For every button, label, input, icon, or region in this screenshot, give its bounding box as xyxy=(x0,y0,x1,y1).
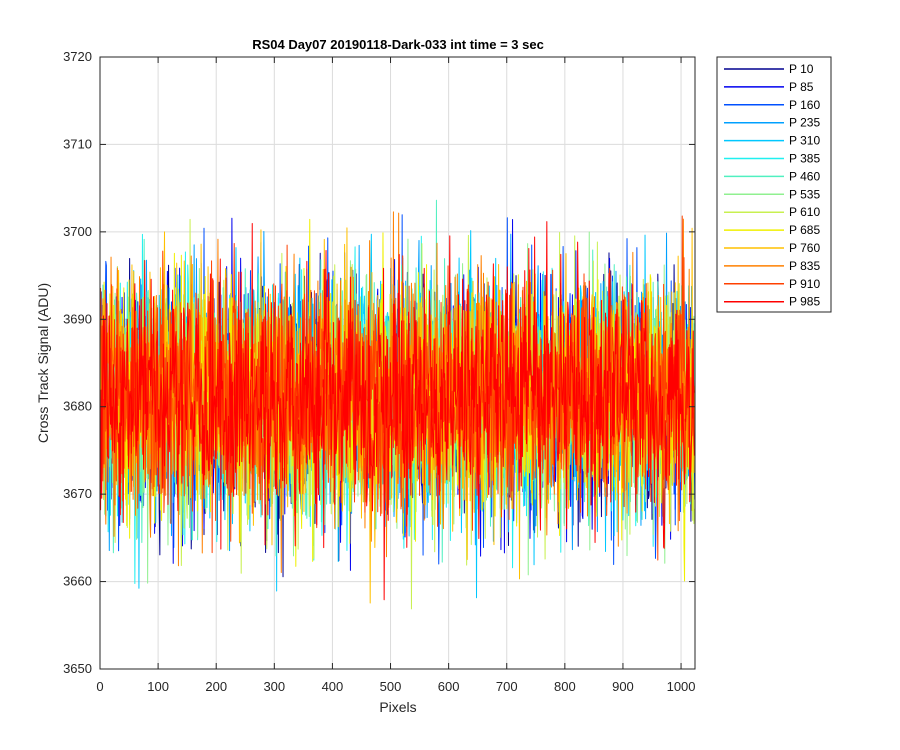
legend-entry-label: P 760 xyxy=(789,241,820,255)
x-tick-label: 500 xyxy=(380,679,402,694)
x-tick-label: 300 xyxy=(263,679,285,694)
x-tick-label: 0 xyxy=(96,679,103,694)
legend-entry-label: P 310 xyxy=(789,134,820,148)
legend-entry-label: P 10 xyxy=(789,62,814,76)
x-tick-label: 200 xyxy=(205,679,227,694)
y-tick-label: 3680 xyxy=(63,399,92,414)
x-tick-label: 900 xyxy=(612,679,634,694)
x-tick-label: 600 xyxy=(438,679,460,694)
legend-entry-label: P 385 xyxy=(789,152,820,166)
legend-entry-label: P 160 xyxy=(789,98,820,112)
y-tick-label: 3670 xyxy=(63,486,92,501)
legend-box xyxy=(716,56,832,313)
y-tick-label: 3690 xyxy=(63,311,92,326)
legend-entry-label: P 85 xyxy=(789,80,814,94)
legend-entry-label: P 235 xyxy=(789,116,820,130)
x-tick-label: 1000 xyxy=(667,679,696,694)
y-tick-label: 3660 xyxy=(63,574,92,589)
legend-entry-label: P 835 xyxy=(789,259,820,273)
legend-entry-label: P 685 xyxy=(789,223,820,237)
chart-title: RS04 Day07 20190118-Dark-033 int time = … xyxy=(252,37,544,52)
x-tick-label: 100 xyxy=(147,679,169,694)
legend-entry-label: P 535 xyxy=(789,187,820,201)
y-tick-label: 3720 xyxy=(63,49,92,64)
legend-entry-label: P 460 xyxy=(789,169,820,183)
axes-frame xyxy=(99,56,696,670)
legend-entry-label: P 910 xyxy=(789,277,820,291)
y-axis-label: Cross Track Signal (ADU) xyxy=(35,283,51,443)
y-tick-label: 3650 xyxy=(63,661,92,676)
x-tick-label: 400 xyxy=(322,679,344,694)
x-axis-label: Pixels xyxy=(379,699,416,715)
y-tick-label: 3710 xyxy=(63,136,92,151)
ticks xyxy=(99,56,695,670)
legend-entry-label: P 610 xyxy=(789,205,820,219)
y-tick-labels: 3650 3660 3670 3680 3690 3700 3710 3720 xyxy=(63,49,92,676)
x-tick-label: 700 xyxy=(496,679,518,694)
y-tick-label: 3700 xyxy=(63,224,92,239)
series-group xyxy=(99,199,695,610)
x-tick-labels: 0 100 200 300 400 500 600 700 800 900 1000 xyxy=(96,679,695,694)
x-tick-label: 800 xyxy=(554,679,576,694)
legend: P 10 P 85 P 160 P 235 P 310 P 385 P 460 P 535 P … xyxy=(716,56,832,313)
series-line xyxy=(99,221,695,601)
legend-entry-label: P 985 xyxy=(789,295,820,309)
